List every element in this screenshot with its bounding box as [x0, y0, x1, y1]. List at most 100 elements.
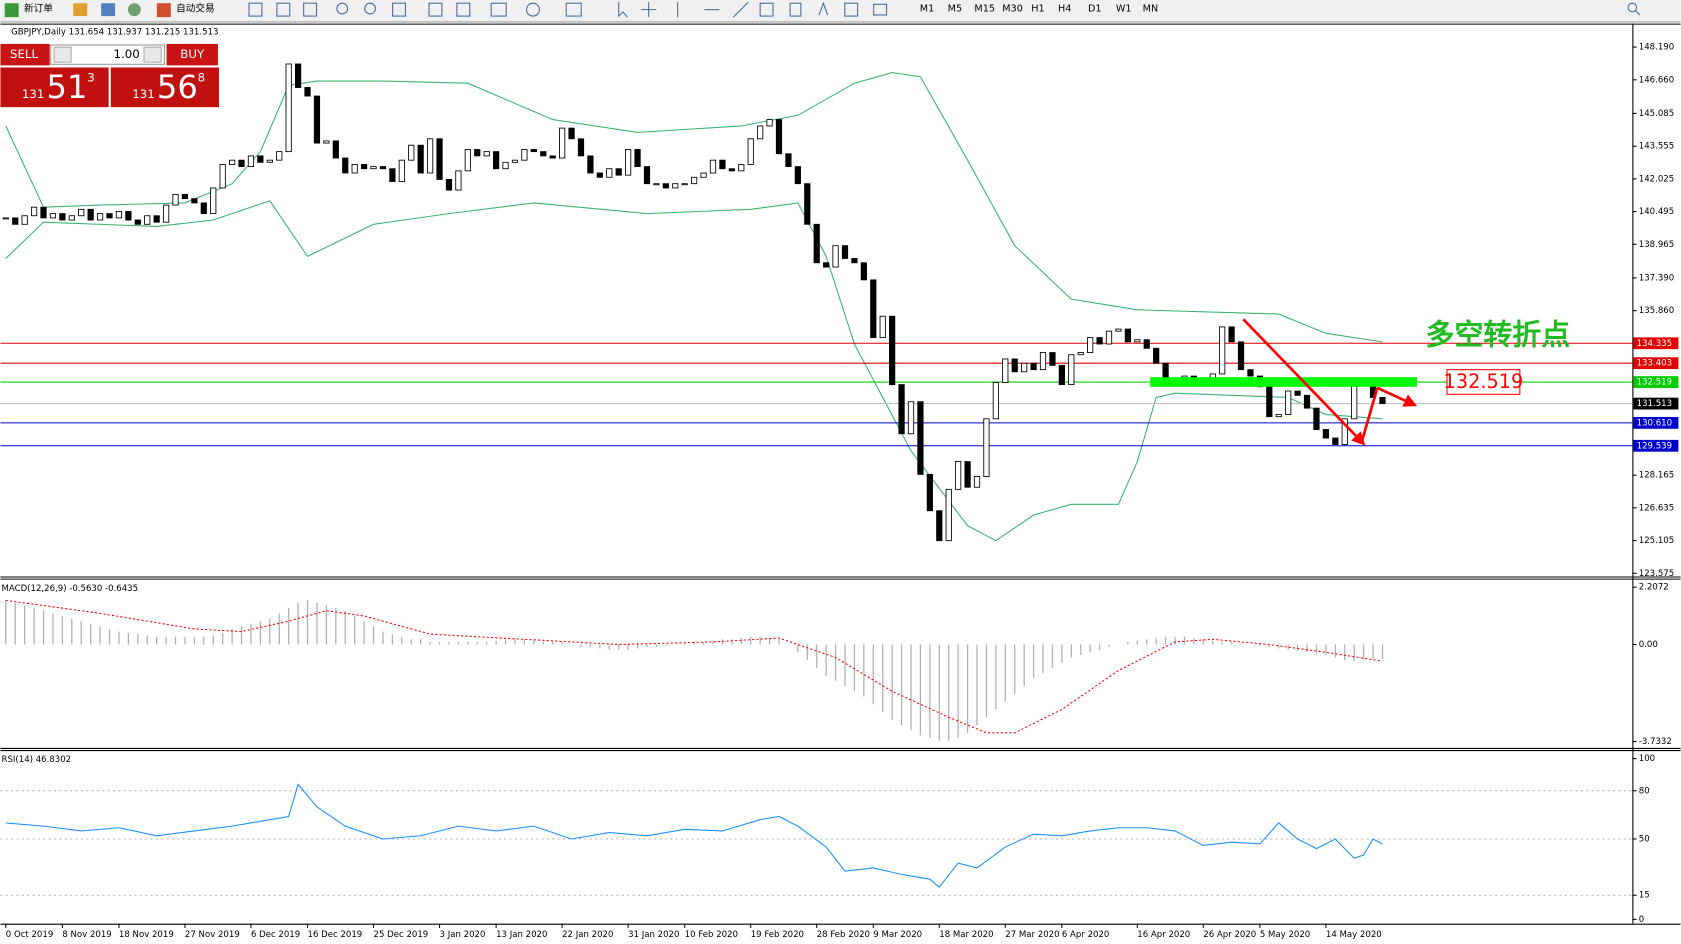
x-tick-label: 6 Apr 2020 [1062, 930, 1110, 940]
candle [1021, 362, 1028, 373]
auto-trading-icon[interactable] [156, 3, 171, 18]
candle [794, 166, 801, 185]
plot: GBPJPY,Daily 131.654 131.937 131.215 131… [0, 28, 1679, 940]
tool-icons [248, 1, 1641, 18]
price-label-box [1633, 416, 1679, 429]
candle [266, 159, 273, 163]
timeframe[interactable]: M1 [920, 4, 934, 15]
price-label: 132.519 [1637, 378, 1672, 388]
candle [775, 119, 783, 155]
x-tick-label: 9 Mar 2020 [873, 930, 922, 940]
lot-value[interactable]: 1.00 [114, 47, 140, 61]
x-tick-label: 18 Nov 2019 [119, 930, 174, 940]
timeframe[interactable]: H1 [1031, 4, 1044, 15]
x-tick-label: 14 May 2020 [1326, 930, 1382, 940]
lot-input[interactable] [50, 44, 165, 65]
price-label-box [1633, 397, 1679, 410]
timeframe[interactable]: W1 [1116, 4, 1132, 15]
candle [1049, 352, 1056, 366]
lot-down[interactable] [53, 46, 72, 63]
sell-price-prefix[interactable]: 131 [22, 87, 44, 101]
buy-price-sup[interactable]: 8 [198, 71, 206, 85]
y-tick-label: 135.860 [1639, 306, 1674, 316]
timeframe[interactable]: H4 [1058, 4, 1071, 15]
candle [1219, 326, 1226, 375]
candle [134, 219, 141, 225]
candle [370, 166, 377, 170]
candle [436, 138, 443, 180]
trend-arrow [1242, 318, 1366, 446]
candle [1275, 414, 1282, 418]
annotation-title: 多空转折点 [1426, 317, 1571, 351]
y-tick-label: 125.105 [1639, 536, 1674, 546]
candle [59, 213, 66, 221]
candle [1351, 384, 1358, 420]
icon[interactable] [73, 3, 88, 17]
candle [719, 159, 726, 170]
timeframe[interactable]: D1 [1088, 4, 1102, 15]
candle [615, 168, 622, 176]
candle [559, 127, 566, 159]
candle [1162, 362, 1169, 379]
auto-trading[interactable]: 自动交易 [176, 3, 215, 15]
candle [398, 159, 405, 182]
signal-line [5, 599, 1383, 734]
candle [1313, 407, 1320, 430]
candle [813, 223, 820, 264]
candle [464, 149, 471, 172]
sell-price-sup[interactable]: 3 [87, 71, 95, 85]
icon[interactable] [127, 3, 141, 17]
candle [228, 159, 236, 165]
candle [662, 183, 669, 189]
pane-title: GBPJPY,Daily 131.654 131.937 131.215 131… [11, 28, 218, 38]
candle [709, 159, 717, 174]
candle [540, 151, 547, 157]
buy-label[interactable]: BUY [180, 47, 205, 61]
buy-button[interactable] [166, 43, 218, 66]
icon[interactable] [101, 3, 116, 17]
buy-price-big[interactable]: 56 [157, 68, 198, 106]
candle [1011, 358, 1018, 373]
x-tick-label: 25 Dec 2019 [374, 930, 429, 940]
candle [408, 144, 415, 161]
candle [200, 202, 207, 215]
candle [511, 159, 519, 163]
level-label: 132.519 [1444, 370, 1524, 393]
timeframe[interactable]: M5 [948, 4, 962, 15]
candle [936, 510, 943, 542]
timeframe[interactable]: MN [1143, 4, 1159, 15]
y-tick-label: -3.7332 [1639, 737, 1672, 747]
y-tick-label: 148.190 [1639, 43, 1674, 53]
buy-price-box[interactable] [110, 67, 220, 108]
x-tick-label: 19 Feb 2020 [751, 930, 804, 940]
buy-price-prefix[interactable]: 131 [132, 87, 154, 101]
candle [700, 172, 707, 178]
sell-button[interactable] [0, 43, 50, 66]
candle [738, 164, 745, 172]
sell-price-box[interactable] [0, 67, 109, 108]
y-tick-label: 2.2072 [1639, 583, 1669, 593]
candle [162, 204, 170, 223]
new-order[interactable]: 新订单 [24, 3, 53, 15]
timeframe[interactable]: M30 [1002, 4, 1023, 15]
level-box [1446, 369, 1521, 395]
x-tick-label: 27 Mar 2020 [1005, 930, 1059, 940]
candle [898, 384, 905, 435]
candle [955, 461, 962, 490]
lot-up[interactable] [143, 46, 162, 63]
sell-label[interactable]: SELL [10, 47, 38, 61]
x-tick-label: 8 Nov 2019 [62, 930, 111, 940]
candle [68, 215, 75, 221]
price-label-box [1633, 439, 1679, 452]
timeframe[interactable]: M15 [974, 4, 995, 15]
candle [1096, 337, 1103, 345]
y-tick-label: 143.555 [1639, 142, 1674, 152]
candle [181, 193, 189, 200]
x-tick-label: 0 Oct 2019 [6, 930, 54, 940]
candle [907, 401, 915, 435]
rsi-line [5, 783, 1383, 888]
sell-price-big[interactable]: 51 [47, 68, 88, 106]
price-label-box [1633, 376, 1679, 388]
new-order-icon[interactable] [4, 3, 19, 18]
